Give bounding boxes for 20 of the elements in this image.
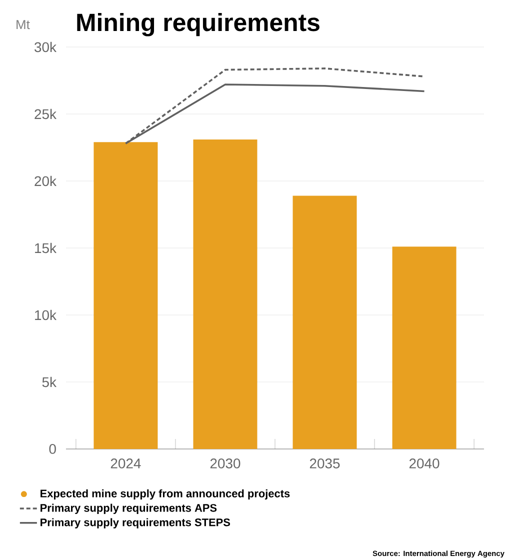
x-tick-label: 2035 bbox=[310, 458, 340, 468]
bar bbox=[193, 139, 258, 449]
y-axis-title: Mt bbox=[16, 20, 30, 30]
x-tick-label: 2040 bbox=[409, 458, 440, 468]
x-tick-label: 2030 bbox=[210, 458, 240, 468]
y-tick-label: 0 bbox=[49, 444, 56, 454]
y-tick-label: 15k bbox=[35, 242, 56, 254]
chart-title: Mining requirements bbox=[77, 12, 320, 36]
bar bbox=[292, 196, 357, 449]
y-tick-label: 30k bbox=[34, 42, 56, 52]
legend-label: Primary supply requirements APS bbox=[40, 504, 217, 514]
bar bbox=[94, 142, 158, 449]
y-tick-label: 20k bbox=[34, 176, 56, 186]
legend-label: Primary supply requirements STEPS bbox=[40, 518, 230, 528]
bar bbox=[392, 246, 456, 449]
y-tick-label: 10k bbox=[35, 310, 56, 320]
y-tick-label: 25k bbox=[34, 108, 56, 120]
y-tick-label: 5k bbox=[42, 376, 57, 388]
x-tick-label: 2024 bbox=[110, 458, 141, 468]
legend-label: Expected mine supply from announced projects bbox=[40, 489, 290, 500]
